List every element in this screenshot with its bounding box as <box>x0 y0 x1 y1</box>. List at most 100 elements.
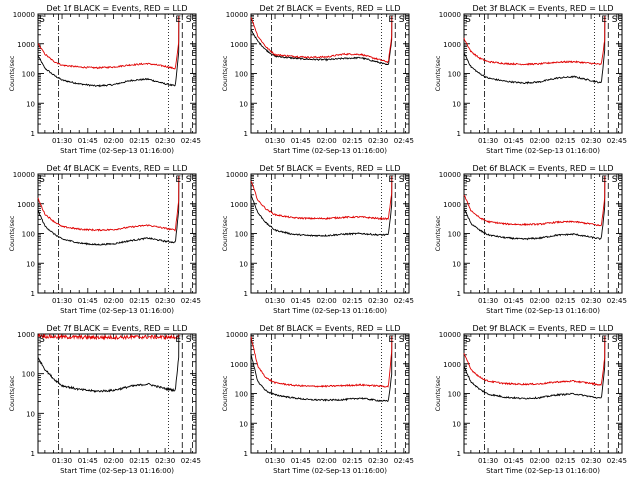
x-tick-label: 01:30 <box>478 297 498 305</box>
x-tick-label: 02:45 <box>607 137 627 145</box>
y-tick-label: 100 <box>22 71 35 79</box>
interval-marker: S <box>612 335 618 345</box>
y-tick-label: 1000 <box>17 41 35 49</box>
x-axis-label: Start Time (02-Sep-13 01:16:00) <box>486 307 600 315</box>
panel-title: Det 3f BLACK = Events, RED = LLD <box>472 4 613 13</box>
plot-frame <box>250 173 410 294</box>
y-tick-label: 10 <box>239 260 248 268</box>
y-tick-label: 1000 <box>230 41 248 49</box>
lld-series-line <box>463 335 606 386</box>
x-tick-label: 01:45 <box>78 297 98 305</box>
interval-marker: E <box>388 15 394 25</box>
x-tick-label: 02:15 <box>129 297 149 305</box>
x-tick-label: 02:30 <box>581 137 601 145</box>
y-tick-label: 100 <box>235 231 248 239</box>
y-tick-label: 10000 <box>226 171 248 179</box>
events-series-line <box>463 15 606 85</box>
panel-title: Det 8f BLACK = Events, RED = LLD <box>259 324 400 333</box>
events-series-line <box>37 175 180 246</box>
events-series-line <box>37 335 180 393</box>
x-tick-label: 02:30 <box>368 457 388 465</box>
x-tick-label: 01:45 <box>291 457 311 465</box>
interval-marker: S <box>186 335 192 345</box>
x-tick-label: 01:30 <box>265 297 285 305</box>
interval-marker: S <box>186 15 192 25</box>
interval-marker: S <box>39 15 45 25</box>
interval-marker: E <box>601 15 607 25</box>
x-tick-label: 02:30 <box>581 297 601 305</box>
lld-series-line <box>250 15 393 64</box>
interval-marker: E <box>175 15 181 25</box>
x-tick-label: 01:45 <box>504 457 524 465</box>
y-tick-label: 100 <box>235 71 248 79</box>
y-tick-label: 10 <box>452 100 461 108</box>
y-tick-label: 10000 <box>226 11 248 19</box>
interval-marker: S <box>465 15 471 25</box>
interval-marker: S <box>465 335 471 345</box>
panel-title: Det 6f BLACK = Events, RED = LLD <box>472 164 613 173</box>
y-tick-label: 1 <box>31 450 35 458</box>
interval-marker: S <box>612 175 618 185</box>
x-tick-label: 02:45 <box>607 297 627 305</box>
x-tick-label: 01:30 <box>478 137 498 145</box>
interval-marker: S <box>186 175 192 185</box>
y-tick-label: 100 <box>448 391 461 399</box>
y-tick-label: 10000 <box>439 331 461 339</box>
interval-marker: E <box>175 335 181 345</box>
x-tick-label: 01:45 <box>291 137 311 145</box>
x-tick-label: 02:00 <box>316 297 336 305</box>
x-tick-label: 01:45 <box>504 297 524 305</box>
events-series-line <box>463 175 606 241</box>
lld-series-line <box>463 15 606 66</box>
x-tick-label: 02:00 <box>103 297 123 305</box>
y-tick-label: 10 <box>452 260 461 268</box>
y-tick-label: 100 <box>22 371 35 379</box>
x-axis-label: Start Time (02-Sep-13 01:16:00) <box>60 307 174 315</box>
x-axis-label: Start Time (02-Sep-13 01:16:00) <box>273 307 387 315</box>
interval-marker: S <box>612 15 618 25</box>
x-tick-label: 02:30 <box>155 457 175 465</box>
x-tick-label: 02:45 <box>394 297 414 305</box>
y-axis-label: Counts/sec <box>434 55 442 91</box>
x-tick-label: 02:15 <box>555 297 575 305</box>
y-tick-label: 1000 <box>443 41 461 49</box>
y-tick-label: 10000 <box>226 331 248 339</box>
x-tick-label: 02:00 <box>529 137 549 145</box>
x-tick-label: 02:00 <box>103 457 123 465</box>
lld-series-line <box>37 175 180 232</box>
y-tick-label: 1 <box>244 290 248 298</box>
x-tick-label: 02:15 <box>555 137 575 145</box>
panel-title: Det 2f BLACK = Events, RED = LLD <box>259 4 400 13</box>
events-series-line <box>37 15 180 88</box>
x-tick-label: 02:30 <box>581 457 601 465</box>
x-axis-label: Start Time (02-Sep-13 01:16:00) <box>486 467 600 475</box>
panel-title: Det 7f BLACK = Events, RED = LLD <box>46 324 187 333</box>
x-axis-label: Start Time (02-Sep-13 01:16:00) <box>486 147 600 155</box>
y-axis-label: Counts/sec <box>221 215 229 251</box>
interval-marker: S <box>399 335 405 345</box>
y-tick-label: 10000 <box>13 11 35 19</box>
x-tick-label: 01:30 <box>478 457 498 465</box>
panel-title: Det 9f BLACK = Events, RED = LLD <box>472 324 613 333</box>
detector-panel-9: Det 9f BLACK = Events, RED = LLD 1 10 100 10… <box>434 324 627 475</box>
y-tick-label: 100 <box>448 71 461 79</box>
interval-marker: S <box>399 175 405 185</box>
y-tick-label: 1000 <box>443 361 461 369</box>
y-axis-label: Counts/sec <box>434 215 442 251</box>
plot-frame <box>250 13 410 134</box>
y-axis-label: Counts/sec <box>8 375 16 411</box>
detector-panel-5: Det 5f BLACK = Events, RED = LLD 1 10 100 10… <box>221 164 414 315</box>
y-tick-label: 10000 <box>439 171 461 179</box>
detector-panel-6: Det 6f BLACK = Events, RED = LLD 1 10 100 10… <box>434 164 627 315</box>
lld-series-line <box>37 333 180 341</box>
x-tick-label: 02:30 <box>155 137 175 145</box>
y-tick-label: 100 <box>22 231 35 239</box>
x-axis-label: Start Time (02-Sep-13 01:16:00) <box>273 147 387 155</box>
y-tick-label: 10 <box>239 100 248 108</box>
interval-marker: E <box>601 335 607 345</box>
panel-title: Det 4f BLACK = Events, RED = LLD <box>46 164 187 173</box>
y-axis-label: Counts/sec <box>221 375 229 411</box>
events-series-line <box>250 175 393 238</box>
y-axis-label: Counts/sec <box>8 215 16 251</box>
y-tick-label: 1000 <box>443 201 461 209</box>
